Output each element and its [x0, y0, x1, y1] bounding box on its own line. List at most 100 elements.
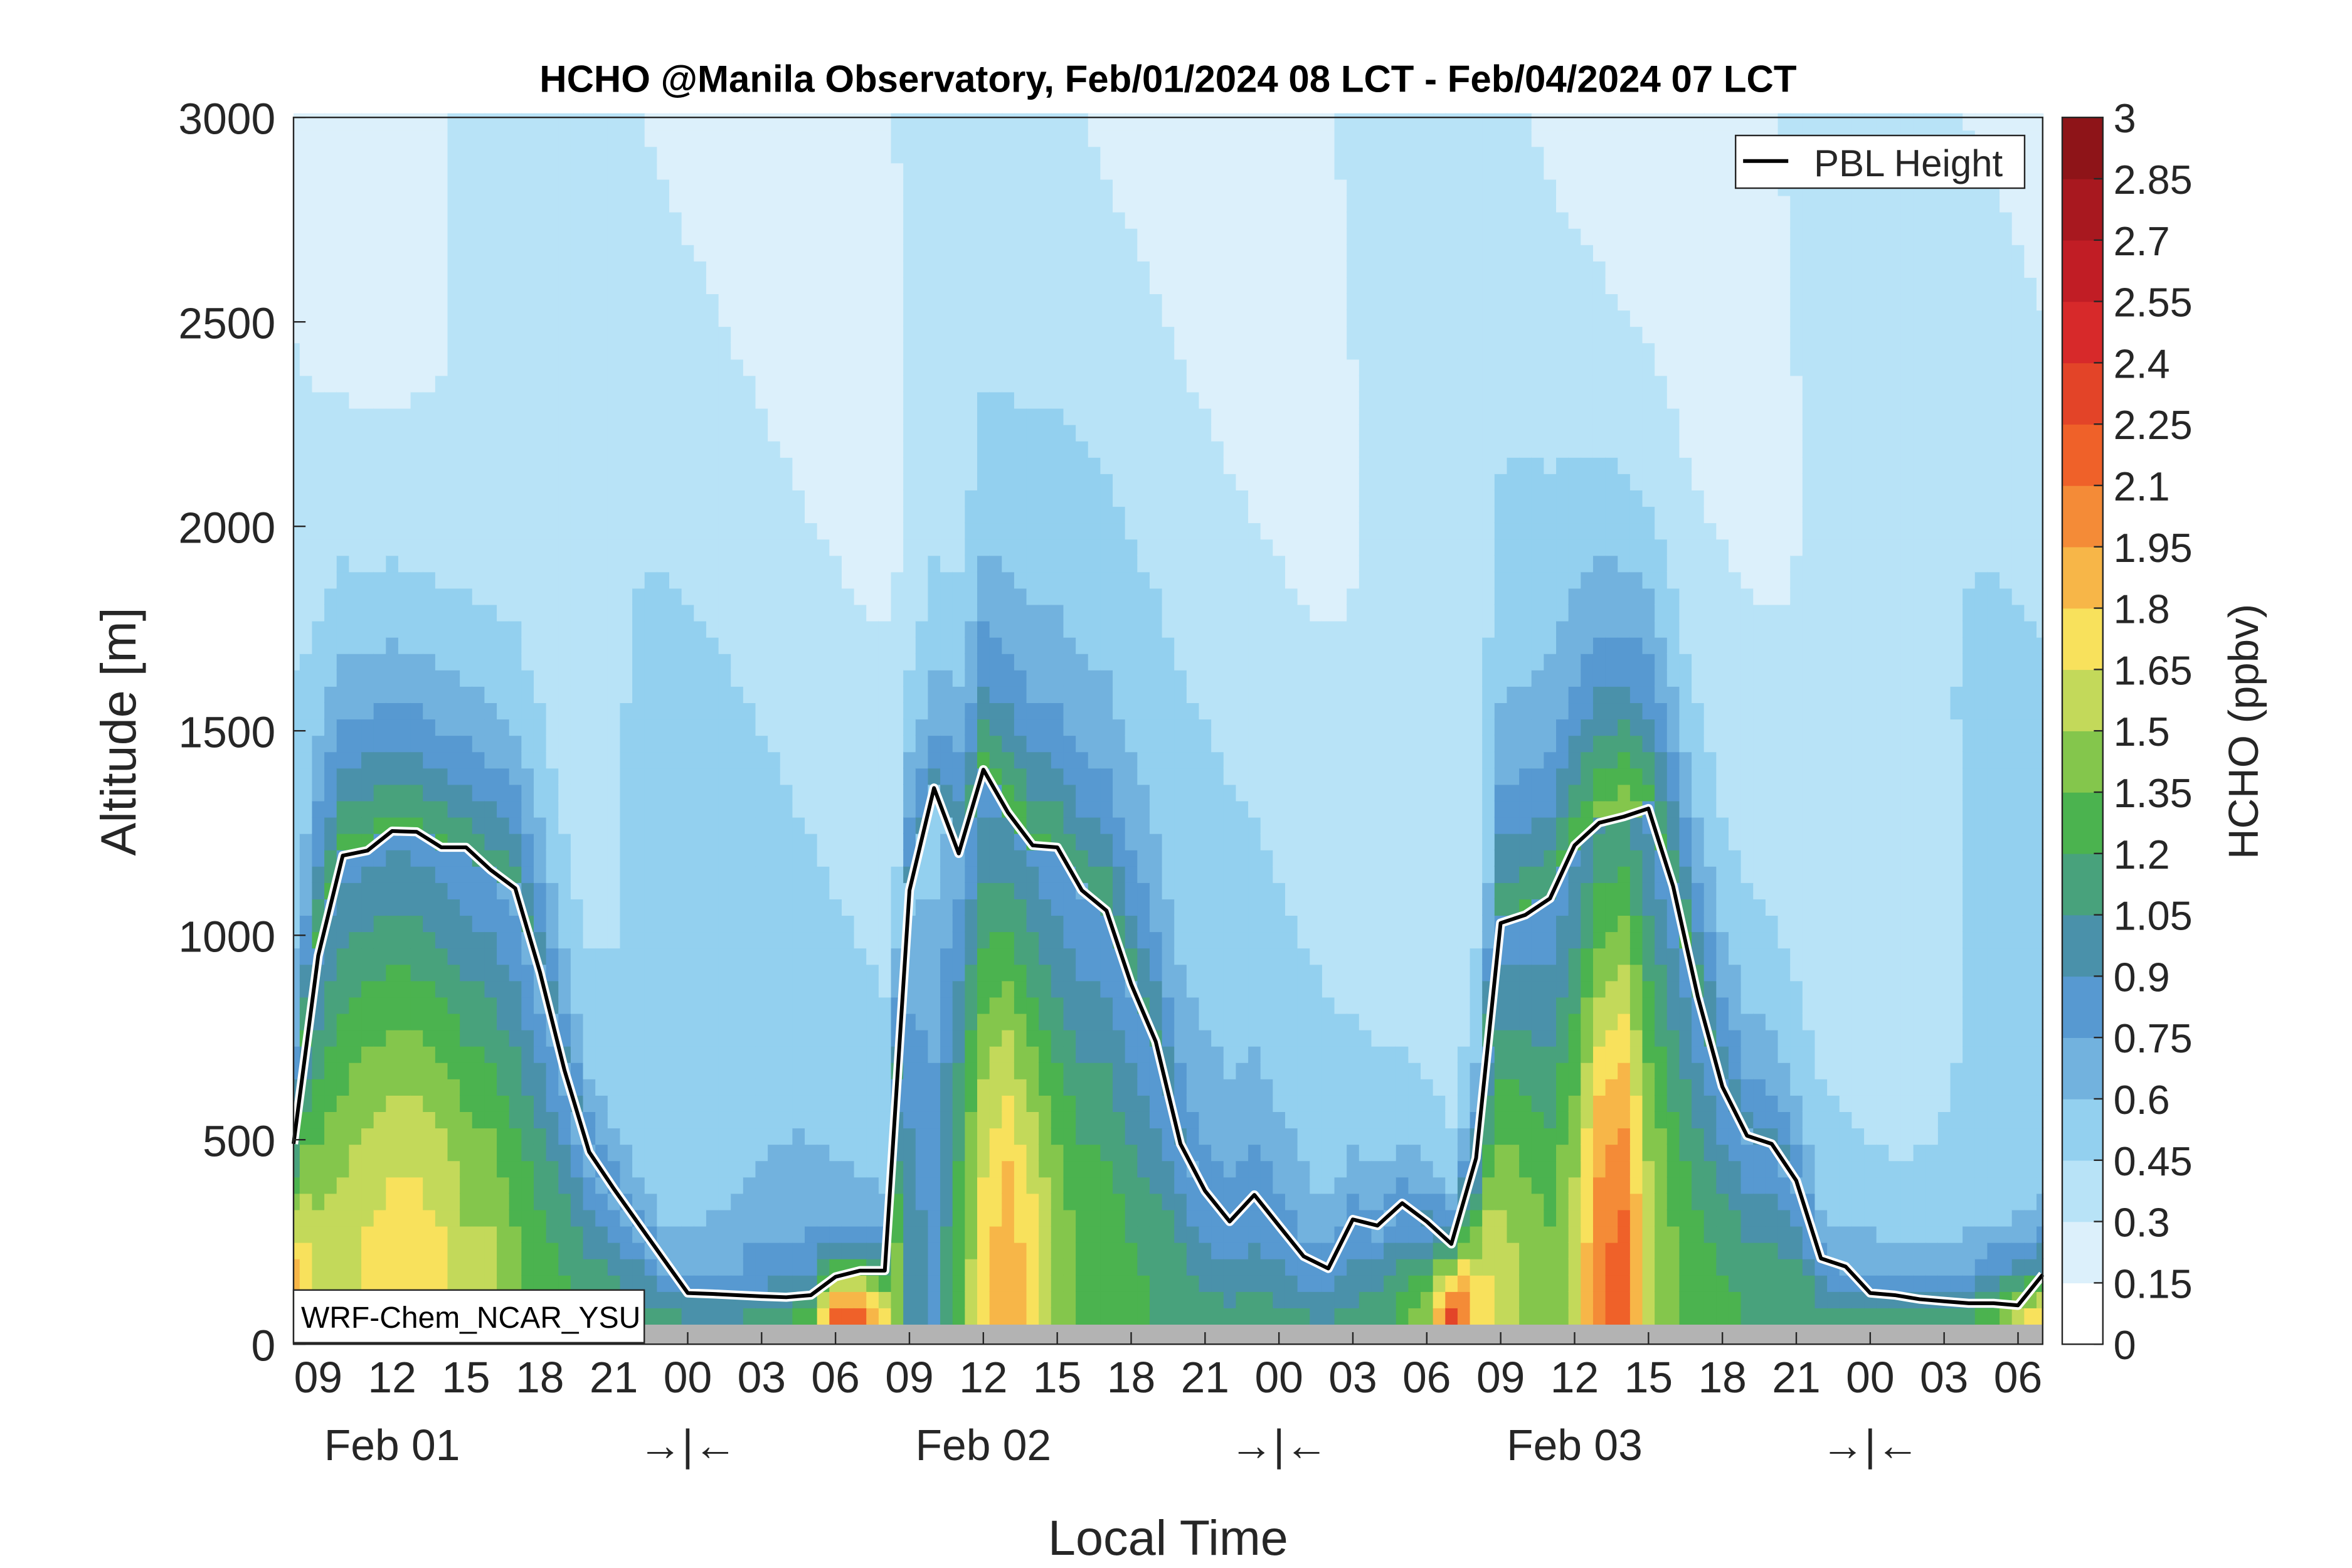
field-cell	[632, 1029, 646, 1047]
field-cell	[299, 146, 313, 164]
field-cell	[435, 457, 448, 474]
field-cell	[755, 554, 769, 573]
field-cell	[398, 195, 412, 213]
field-cell	[1051, 1226, 1064, 1243]
field-cell	[324, 1029, 338, 1047]
field-cell	[706, 1013, 719, 1030]
field-cell	[1088, 228, 1101, 245]
field-cell	[915, 506, 929, 524]
field-cell	[657, 817, 670, 834]
field-cell	[521, 882, 535, 899]
field-cell	[940, 473, 954, 490]
field-cell	[681, 1013, 695, 1030]
field-cell	[669, 1143, 683, 1162]
field-cell	[743, 1307, 756, 1325]
field-cell	[583, 817, 596, 834]
field-cell	[1051, 980, 1064, 998]
field-cell	[607, 522, 621, 540]
field-cell	[952, 686, 966, 704]
field-cell	[718, 1078, 732, 1096]
field-cell	[1039, 800, 1052, 818]
field-cell	[1088, 178, 1101, 196]
field-cell	[755, 669, 769, 687]
field-cell	[706, 833, 719, 850]
field-cell	[854, 751, 867, 769]
field-cell	[398, 604, 412, 622]
field-cell	[731, 162, 744, 180]
field-cell	[484, 1143, 498, 1162]
field-cell	[460, 309, 474, 327]
field-cell	[1076, 734, 1089, 753]
field-cell	[521, 1111, 535, 1129]
field-cell	[497, 783, 511, 802]
field-cell	[731, 751, 744, 769]
field-cell	[533, 522, 548, 540]
field-cell	[780, 342, 793, 360]
field-cell	[299, 571, 313, 589]
field-cell	[1088, 817, 1101, 834]
field-cell	[386, 424, 400, 442]
field-cell	[1063, 783, 1077, 802]
field-cell	[1063, 637, 1077, 654]
field-cell	[903, 277, 917, 295]
field-cell	[558, 980, 572, 998]
field-cell	[1063, 146, 1077, 164]
field-cell	[694, 440, 707, 458]
field-cell	[546, 833, 559, 850]
field-cell	[1113, 1127, 1126, 1145]
field-cell	[681, 1143, 695, 1162]
field-cell	[731, 1013, 744, 1030]
field-cell	[583, 1274, 596, 1292]
field-cell	[509, 1078, 522, 1096]
field-cell	[558, 588, 572, 605]
field-cell	[915, 571, 929, 589]
field-cell	[583, 146, 596, 164]
field-cell	[1026, 947, 1040, 965]
field-cell	[755, 882, 769, 899]
field-cell	[373, 734, 387, 753]
field-cell	[681, 996, 695, 1014]
field-cell	[583, 522, 596, 540]
field-cell	[891, 146, 904, 164]
field-cell	[854, 882, 867, 899]
field-cell	[1014, 898, 1027, 916]
field-cell	[657, 800, 670, 818]
field-cell	[472, 1242, 485, 1259]
field-cell	[817, 718, 830, 736]
field-cell	[607, 849, 621, 867]
field-cell	[570, 980, 584, 998]
field-cell	[497, 440, 511, 458]
field-cell	[595, 457, 609, 474]
field-cell	[1002, 260, 1015, 278]
field-cell	[570, 783, 584, 802]
field-cell	[928, 260, 941, 278]
field-cell	[312, 391, 326, 409]
field-cell	[460, 374, 474, 393]
field-cell	[1014, 440, 1027, 458]
field-cell	[373, 1226, 387, 1243]
field-cell	[472, 620, 485, 638]
field-cell	[1039, 1160, 1052, 1178]
field-cell	[928, 326, 941, 344]
field-cell	[989, 866, 1003, 883]
field-cell	[878, 342, 892, 360]
field-cell	[294, 326, 301, 344]
field-cell	[595, 571, 609, 589]
field-cell	[989, 963, 1003, 982]
field-cell	[1002, 686, 1015, 704]
field-cell	[780, 1242, 793, 1259]
field-cell	[632, 767, 646, 785]
field-cell	[349, 391, 363, 409]
field-cell	[731, 718, 744, 736]
field-cell	[558, 800, 572, 818]
field-cell	[546, 309, 559, 327]
field-cell	[410, 129, 424, 147]
field-cell	[447, 866, 461, 883]
field-cell	[817, 424, 830, 442]
field-cell	[829, 408, 843, 425]
field-cell	[1002, 734, 1015, 753]
field-cell	[583, 293, 596, 311]
field-cell	[657, 244, 670, 262]
field-cell	[1076, 800, 1089, 818]
field-cell	[940, 653, 954, 670]
